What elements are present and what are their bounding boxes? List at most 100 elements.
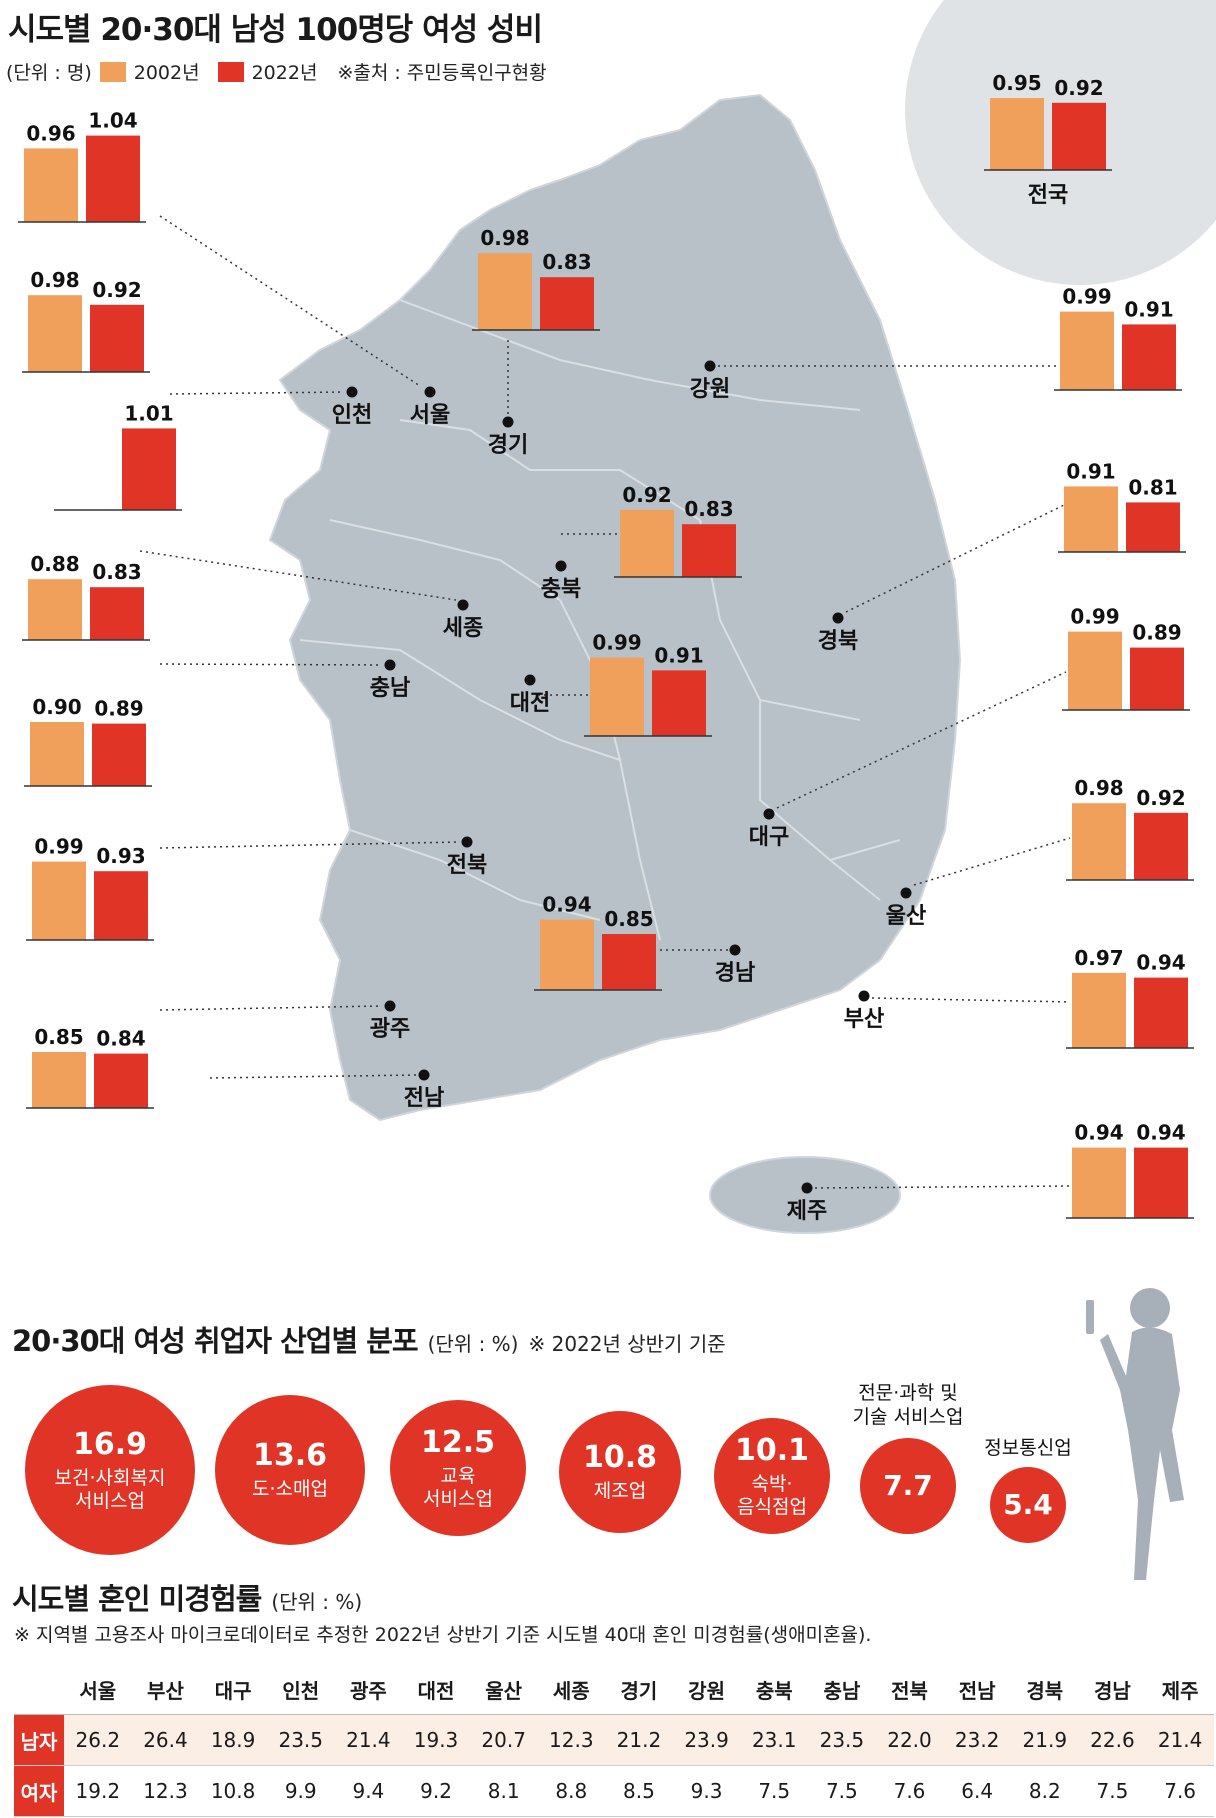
value-label-광주-2002: 0.99 (34, 835, 83, 859)
leader-경북 (845, 504, 1065, 613)
bar-group-세종: 1.01 (54, 401, 182, 511)
region-label-인천: 인천 (332, 403, 372, 428)
bar-대구-2002 (1068, 631, 1122, 710)
value-label-서울-2002: 0.96 (26, 121, 75, 145)
table-cell: 12.3 (131, 1765, 200, 1817)
bar-group-대전: 0.99 0.91 (584, 631, 712, 737)
bubble-2: 12.5 교육 서비스업 (390, 1400, 526, 1536)
value-label-경남-2022: 0.85 (604, 907, 653, 931)
bubble-value: 7.7 (883, 1468, 933, 1502)
marker-광주 (384, 1000, 396, 1012)
value-label-대전-2002: 0.99 (592, 631, 641, 655)
table-row: 여자 19.2 12.3 10.8 9.9 9.4 9.2 8.1 8.8 8.5 9.3 7.5 7.… (14, 1765, 1214, 1817)
bar-광주-2022 (94, 871, 148, 940)
marker-대구 (763, 808, 775, 820)
bar-전국-2002 (990, 98, 1044, 170)
bar-group-부산: 0.97 0.94 (1066, 946, 1194, 1049)
value-label-경기-2022: 0.83 (542, 250, 591, 274)
bubble-1: 13.6 도·소매업 (215, 1395, 365, 1545)
table-cell: 7.5 (1078, 1765, 1147, 1817)
table-cell: 7.6 (875, 1765, 944, 1817)
bar-대전-2002 (590, 657, 644, 736)
leader-충남 (159, 663, 383, 666)
bar-경기-2022 (540, 277, 594, 330)
value-label-전북-2002: 0.90 (32, 695, 81, 719)
table-corner (14, 1664, 64, 1715)
region-label-대전: 대전 (510, 691, 550, 716)
bar-서울-2002 (24, 148, 78, 222)
leader-전남 (209, 1074, 417, 1079)
bar-울산-2002 (1072, 803, 1126, 880)
region-borders (299, 299, 901, 941)
bar-전국-2022 (1052, 102, 1106, 170)
value-label-경남-2002: 0.94 (542, 893, 591, 917)
bar-울산-2022 (1134, 812, 1188, 880)
col-header-전북: 전북 (875, 1664, 944, 1715)
value-label-광주-2022: 0.93 (96, 844, 145, 868)
bubble-label: 보건·사회복지 서비스업 (54, 1466, 166, 1512)
industry-note: ※ 2022년 상반기 기준 (528, 1332, 726, 1356)
table-cell: 10.8 (199, 1765, 267, 1817)
industry-title: 20·30대 여성 취업자 산업별 분포 (12, 1324, 419, 1358)
industry-section-title: 20·30대 여성 취업자 산업별 분포 (단위 : %) ※ 2022년 상반… (12, 1318, 726, 1360)
jeju-island (709, 1156, 901, 1234)
bar-전북-2002 (30, 722, 84, 786)
table-cell: 19.3 (402, 1714, 470, 1766)
bar-group-울산: 0.98 0.92 (1066, 776, 1194, 881)
marker-인천 (346, 386, 358, 398)
bar-제주-2022 (1134, 1147, 1188, 1218)
value-label-충북-2002: 0.92 (622, 483, 671, 507)
bar-group-전북: 0.90 0.89 (24, 695, 152, 787)
marker-경북 (832, 612, 844, 624)
row-header: 남자 (14, 1714, 64, 1766)
table-header-row: 서울 부산 대구 인천 광주 대전 울산 세종 경기 강원 충북 충남 전북 전남 경북 경남 제주 (14, 1664, 1214, 1715)
bar-group-충북: 0.92 0.83 (614, 483, 742, 578)
bar-광주-2002 (32, 861, 86, 940)
value-label-강원-2022: 0.91 (1124, 297, 1173, 321)
table-cell: 7.6 (1146, 1765, 1214, 1817)
bubble-label: 교육 서비스업 (423, 1464, 493, 1510)
region-label-경기: 경기 (488, 433, 528, 458)
bar-부산-2002 (1072, 972, 1126, 1048)
table-body: 남자 26.2 26.4 18.9 23.5 21.4 19.3 20.7 12.3 21.2 23… (14, 1714, 1214, 1817)
bubble-label: 제조업 (593, 1480, 647, 1503)
table-cell: 9.4 (334, 1765, 403, 1817)
woman-silhouette-icon (1086, 1288, 1184, 1580)
legend-label-2002: 2002년 (133, 62, 200, 84)
table-cell: 21.4 (1146, 1714, 1214, 1766)
leader-전북 (159, 841, 461, 849)
region-label-서울: 서울 (410, 403, 450, 428)
table-cell: 26.2 (64, 1714, 132, 1766)
bar-group-경남: 0.94 0.85 (534, 893, 662, 991)
bar-group-경기: 0.98 0.83 (472, 226, 600, 331)
value-label-부산-2002: 0.97 (1074, 946, 1123, 970)
table-cell: 23.5 (808, 1714, 876, 1766)
region-label-세종: 세종 (443, 616, 483, 641)
col-header-서울: 서울 (64, 1664, 132, 1715)
value-label-경북-2002: 0.91 (1066, 459, 1115, 483)
bubble-outer-label-6: 정보통신업 (984, 1437, 1072, 1459)
table-cell: 8.8 (537, 1765, 606, 1817)
table-cell: 6.4 (943, 1765, 1011, 1817)
value-label-제주-2002: 0.94 (1074, 1121, 1123, 1145)
row-header: 여자 (14, 1765, 64, 1817)
table-cell: 22.0 (875, 1714, 944, 1766)
bar-제주-2002 (1072, 1147, 1126, 1218)
bubble-4: 10.1 숙박· 음식점업 (714, 1418, 830, 1534)
col-header-울산: 울산 (469, 1664, 538, 1715)
value-label-전남-2002: 0.85 (34, 1025, 83, 1049)
table-cell: 23.9 (672, 1714, 741, 1766)
region-label-충남: 충남 (370, 676, 410, 701)
bubble-label: 도·소매업 (252, 1478, 328, 1501)
table-cell: 8.2 (1010, 1765, 1079, 1817)
value-label-인천-2022: 0.92 (92, 278, 141, 302)
bar-전북-2022 (92, 723, 146, 786)
unmarried-unit: (단위 : %) (271, 1590, 363, 1614)
region-label-충북: 충북 (541, 577, 581, 602)
industry-unit: (단위 : %) (427, 1332, 519, 1356)
bubble-3: 10.8 제조업 (559, 1411, 681, 1533)
col-header-부산: 부산 (131, 1664, 200, 1715)
bar-충남-2022 (90, 587, 144, 640)
col-header-인천: 인천 (266, 1664, 335, 1715)
